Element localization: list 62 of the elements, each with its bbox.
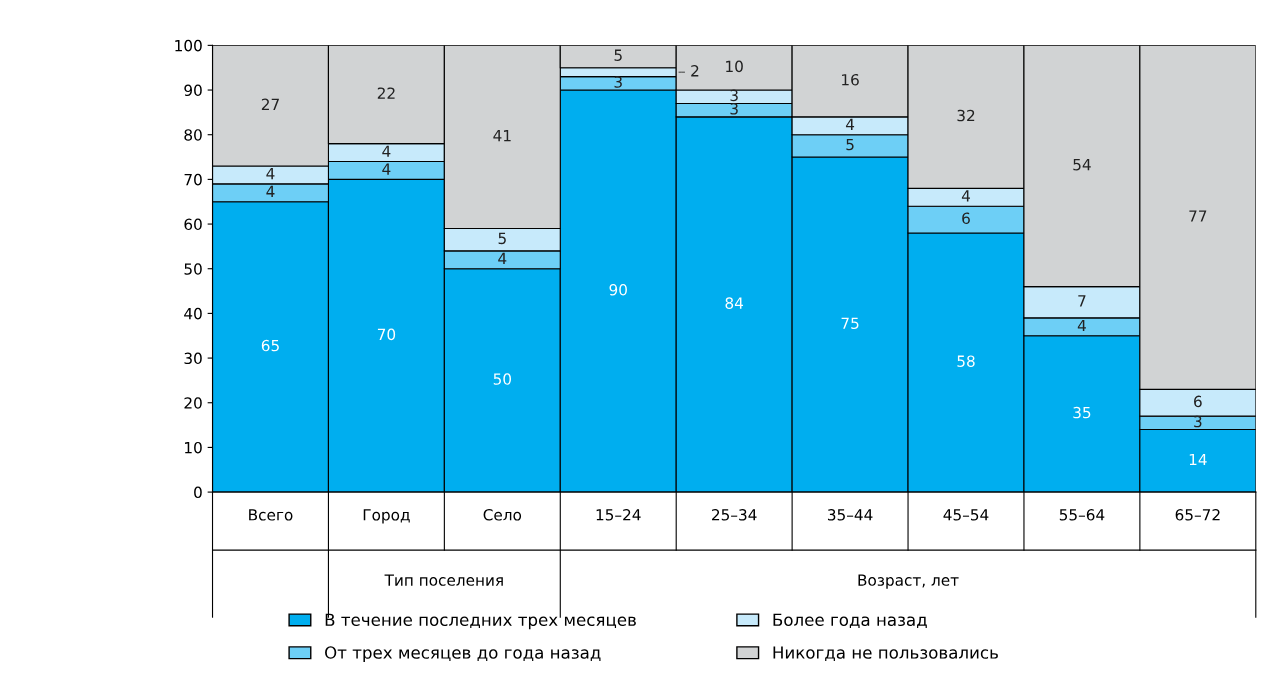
data-label: 5 [614,49,622,61]
data-label: 84 [725,297,744,309]
data-label: 4 [266,168,275,180]
data-label: 4 [961,190,970,202]
x-tick-label: 15–24 [596,509,641,521]
data-label: 65 [261,339,279,352]
x-tick-label: 25–34 [712,509,757,521]
legend-label: Никогда не пользовались [773,646,998,661]
x-tick-label: Всего [249,509,293,521]
data-label: 50 [493,373,512,385]
y-tick-label: 80 [184,129,202,141]
data-label: 5 [846,138,854,151]
data-label: 35 [1073,406,1091,419]
data-label: 70 [377,328,396,341]
legend-label: Более года назад [773,613,927,629]
y-tick-label: 30 [184,352,202,365]
x-tick-label: Село [483,509,522,521]
y-tick-label: 40 [184,307,202,320]
data-label: 2 [691,65,699,77]
y-tick-label: 100 [175,39,202,52]
data-label: 3 [730,89,738,102]
data-label: 16 [842,73,859,86]
data-label: 27 [261,98,279,110]
data-label: 6 [1194,395,1202,408]
data-label: 4 [382,145,391,157]
data-label: 32 [957,109,975,122]
data-label: 54 [1073,159,1091,171]
legend-label: От трех месяцев до года назад [325,646,601,663]
data-label: 77 [1189,210,1207,222]
data-label: 14 [1189,453,1207,466]
y-tick-label: 90 [184,84,202,97]
data-label: 7 [1078,295,1086,307]
data-label: 22 [377,87,395,99]
data-label: 4 [266,185,275,197]
text: Возраст, лет [858,574,959,589]
x-tick-label: 55–64 [1059,509,1105,521]
y-tick-label: 20 [184,397,202,409]
x-tick-label: 65–72 [1175,509,1220,521]
data-label: 75 [841,317,859,329]
y-tick-label: 10 [185,441,202,454]
data-label: 4 [1077,319,1086,332]
data-label: 90 [609,283,627,296]
y-tick-label: 60 [184,218,202,231]
data-label: 41 [493,130,511,142]
x-tick-label: 35–44 [827,509,873,521]
data-label: 3 [730,103,738,115]
data-label: 3 [1194,415,1202,428]
data-label: 4 [845,118,855,130]
text: Тип поселения [384,574,503,586]
data-label: 4 [382,163,391,175]
data-label: 4 [498,252,507,265]
y-tick-label: 0 [194,486,202,499]
data-label: 6 [962,212,970,225]
y-tick-label: 70 [184,173,202,186]
y-tick-label: 50 [184,263,202,275]
data-label: 5 [498,232,506,245]
data-label: 58 [957,355,975,367]
data-label: 10 [726,60,743,73]
x-tick-label: Город [363,509,410,524]
data-label: 3 [614,76,622,88]
x-tick-label: 45–54 [943,509,989,521]
legend-label: В течение последних трех месяцев [325,613,636,630]
